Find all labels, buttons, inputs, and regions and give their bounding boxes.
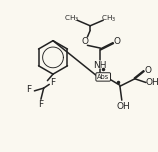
- Text: F: F: [50, 78, 56, 87]
- Text: CH$_3$: CH$_3$: [64, 14, 79, 24]
- Text: OH: OH: [117, 102, 131, 111]
- Text: F: F: [38, 100, 43, 109]
- Text: O: O: [81, 37, 88, 46]
- Text: CH$_3$: CH$_3$: [101, 14, 116, 24]
- Text: OH: OH: [146, 78, 158, 87]
- Text: NH: NH: [93, 61, 106, 70]
- Text: F: F: [26, 85, 31, 94]
- Text: O: O: [114, 37, 121, 46]
- Text: O: O: [144, 66, 151, 75]
- Text: Abs: Abs: [97, 74, 109, 80]
